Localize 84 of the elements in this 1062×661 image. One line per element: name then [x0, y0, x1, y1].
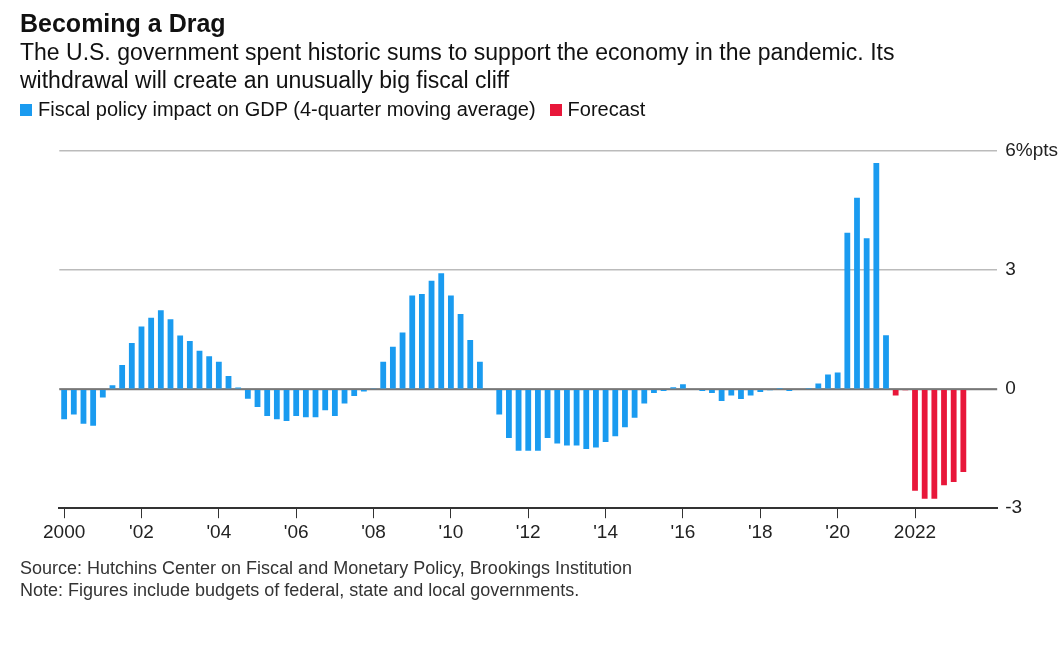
bar — [206, 356, 213, 389]
y-tick-label: 0 — [1005, 377, 1016, 399]
bar — [186, 341, 193, 389]
bar — [631, 389, 638, 418]
bar — [593, 389, 599, 448]
bar — [718, 389, 725, 402]
bar — [322, 389, 329, 411]
bar — [477, 361, 483, 389]
bar — [302, 389, 309, 418]
bar — [380, 361, 387, 389]
y-tick-label: -3 — [1005, 496, 1023, 518]
y-tick-label: 3 — [1005, 258, 1016, 280]
bar — [535, 389, 541, 451]
x-tick-label: '18 — [747, 520, 773, 542]
bar — [61, 389, 68, 420]
bar — [525, 389, 532, 451]
legend-label: Forecast — [567, 98, 646, 121]
x-tick-label: '06 — [283, 520, 309, 542]
bar — [912, 389, 918, 491]
text: Note: Figures include budgets of federal, state and local governments. — [20, 579, 581, 601]
x-tick-label: 2022 — [893, 520, 937, 542]
bar — [883, 335, 889, 389]
bar — [728, 389, 735, 396]
bar — [119, 364, 126, 389]
x-tick-label: '08 — [361, 520, 386, 542]
bar — [293, 389, 300, 417]
bar — [215, 361, 222, 389]
bar — [244, 389, 251, 399]
bar — [863, 238, 870, 389]
bar — [709, 389, 715, 394]
x-tick-label: 2000 — [42, 520, 86, 542]
bar — [931, 389, 938, 499]
bar — [941, 389, 947, 486]
bar — [90, 389, 97, 426]
bar — [128, 343, 135, 389]
bar — [950, 389, 957, 483]
bar — [564, 389, 570, 446]
bar — [351, 389, 358, 396]
bar — [496, 389, 503, 415]
bar — [264, 389, 271, 417]
bar — [825, 374, 831, 389]
source-note: Source: Hutchins Center on Fiscal and Monetary Policy, Brookings Institution — [20, 557, 633, 579]
bar — [554, 389, 561, 444]
y-tick-label: 6%pts — [1005, 139, 1059, 161]
bar — [506, 389, 512, 438]
x-tick-label: '10 — [438, 520, 464, 542]
x-tick-label: '02 — [129, 520, 154, 542]
bar — [331, 389, 338, 417]
bar — [738, 389, 744, 400]
bar — [921, 389, 928, 499]
bar — [892, 389, 899, 396]
bar — [651, 389, 657, 394]
bar — [409, 295, 416, 389]
bar — [99, 389, 106, 398]
x-tick-label: '12 — [515, 520, 541, 542]
bar — [157, 310, 164, 389]
bar — [70, 389, 77, 415]
bar — [438, 273, 445, 389]
bar — [622, 389, 628, 428]
bar — [612, 389, 619, 437]
bar — [854, 197, 860, 389]
x-tick-label: '04 — [206, 520, 232, 542]
x-tick-label: '16 — [670, 520, 696, 542]
bar — [447, 295, 454, 389]
x-tick-label: '14 — [593, 520, 619, 542]
bar — [389, 346, 396, 389]
bar — [747, 389, 754, 396]
bar — [960, 389, 967, 473]
bar — [467, 339, 474, 389]
x-tick-label: '20 — [825, 520, 851, 542]
bar — [418, 293, 425, 389]
bar — [834, 372, 841, 389]
bar — [273, 389, 280, 420]
bar — [844, 232, 851, 389]
chart-subtitle: The U.S. government spent historic sums to support the economy in the pandemic. Its withdrawal will create an unusually big fiscal cliff — [20, 38, 896, 94]
bar — [177, 335, 184, 389]
bar — [680, 384, 686, 389]
bar — [873, 162, 880, 389]
legend-label: Fiscal policy impact on GDP (4-quarter moving average) — [38, 98, 536, 121]
bar — [757, 389, 764, 392]
bar — [641, 389, 648, 404]
bar — [583, 389, 590, 450]
bar — [148, 317, 155, 389]
chart-title: Becoming a Drag — [20, 8, 227, 38]
